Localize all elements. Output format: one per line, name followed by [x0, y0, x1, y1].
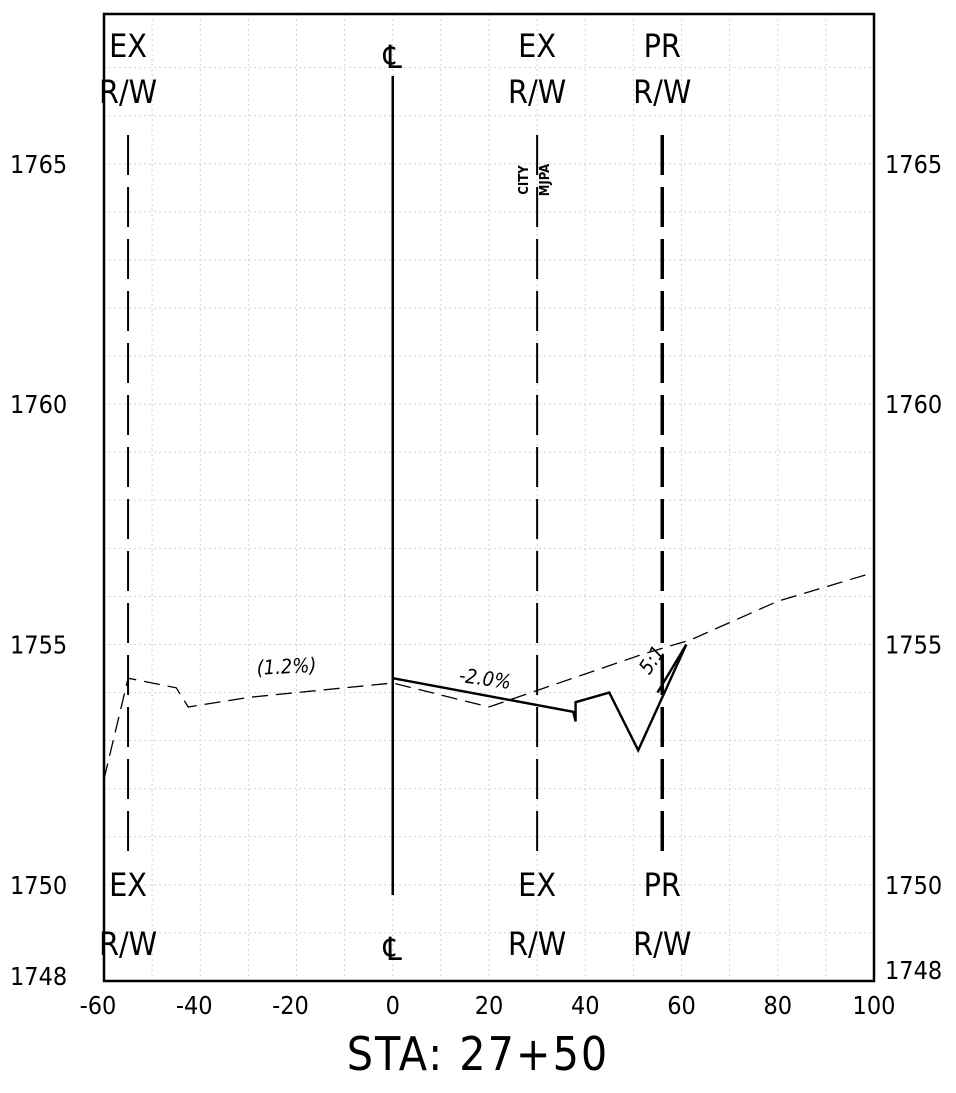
elevation-axis-left: 1748 1750 1755 1760 1765 — [10, 150, 67, 991]
offset-axis: -60 -40 -20 0 20 40 60 80 100 — [80, 991, 896, 1020]
bottom-rw-label: PR — [644, 866, 681, 904]
y-tick-label: 1765 — [885, 150, 942, 179]
x-tick-label: 0 — [386, 991, 400, 1020]
top-rw-label: EX — [109, 27, 147, 65]
right-of-way-lines — [127, 76, 664, 895]
bottom-rw-label: EX — [109, 866, 147, 904]
y-tick-label: 1750 — [10, 871, 67, 900]
y-tick-label: 1755 — [885, 631, 942, 660]
existing-ground-profile — [103, 571, 875, 780]
top-rw-label: R/W — [99, 73, 157, 111]
bottom-rw-label: R/W — [633, 925, 691, 963]
x-tick-label: 80 — [763, 991, 792, 1020]
x-tick-label: 100 — [853, 991, 896, 1020]
slope-leader — [656, 643, 688, 694]
grid-lines — [104, 14, 874, 981]
y-tick-label: 1748 — [885, 956, 942, 985]
plot-frame — [102, 12, 876, 983]
ground-profiles — [103, 571, 875, 780]
bottom-rw-label: R/W — [508, 925, 566, 963]
y-tick-label: 1755 — [10, 631, 67, 660]
x-tick-label: -20 — [272, 991, 309, 1020]
centerline-label: ℄ — [383, 930, 403, 968]
bottom-rw-label: R/W — [99, 925, 157, 963]
top-rw-label: EX — [518, 27, 556, 65]
top-rw-label: PR — [644, 27, 681, 65]
x-tick-label: 40 — [571, 991, 600, 1020]
y-tick-label: 1750 — [885, 871, 942, 900]
jurisdiction-label-mjpa: MJPA — [538, 164, 553, 196]
proposed-profile — [392, 644, 688, 754]
right-of-way-labels: EX R/W EX R/W ℄ ℄ EX R/W EX R/W PR R/W PR R/W — [99, 27, 691, 968]
centerline-label: ℄ — [383, 38, 403, 76]
y-tick-label: 1748 — [10, 962, 67, 991]
x-tick-label: -40 — [176, 991, 213, 1020]
jurisdiction-label-city: CITY — [517, 165, 532, 195]
top-rw-label: R/W — [508, 73, 566, 111]
bottom-rw-label: EX — [518, 866, 556, 904]
y-tick-label: 1760 — [10, 390, 67, 419]
x-tick-label: 60 — [667, 991, 696, 1020]
grade-label-left: (1.2%) — [256, 653, 317, 680]
station-label: STA: 27+50 — [347, 1027, 610, 1081]
y-tick-label: 1760 — [885, 390, 942, 419]
x-tick-label: -60 — [80, 991, 117, 1020]
x-tick-label: 20 — [475, 991, 504, 1020]
elevation-axis-right: 1748 1750 1755 1760 1765 — [885, 150, 942, 985]
top-rw-label: R/W — [633, 73, 691, 111]
y-tick-label: 1765 — [10, 150, 67, 179]
